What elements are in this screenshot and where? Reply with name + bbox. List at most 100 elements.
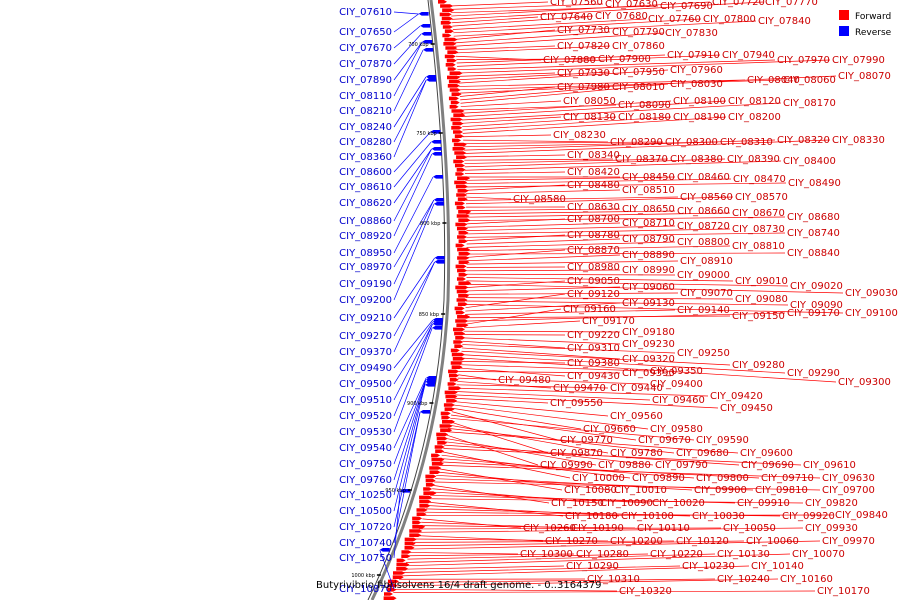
- forward-gene-arrow: [431, 462, 444, 466]
- reverse-leader-line: [393, 379, 427, 465]
- forward-gene-arrow: [451, 352, 465, 357]
- forward-gene-label: CIY_09250: [677, 348, 730, 359]
- forward-gene-label: CIY_09990: [540, 460, 593, 471]
- reverse-gene-arrow: [434, 256, 445, 260]
- forward-gene-arrow: [445, 63, 456, 67]
- reverse-gene-label: CIY_09210: [339, 313, 392, 324]
- reverse-leader-lines: [379, 11, 435, 590]
- forward-gene-label: CIY_09920: [782, 511, 835, 522]
- forward-gene-label: CIY_07790: [612, 27, 665, 38]
- reverse-leader-line: [393, 176, 434, 254]
- forward-gene-label: CIY_09470: [553, 383, 606, 394]
- forward-gene-label: CIY_10160: [780, 574, 833, 585]
- forward-gene-label: CIY_07760: [648, 14, 701, 25]
- forward-gene-label: CIY_08200: [728, 112, 781, 123]
- forward-leader-line: [456, 384, 609, 389]
- forward-leader-line: [454, 394, 719, 409]
- forward-gene-label: CIY_07990: [832, 55, 885, 66]
- forward-gene-arrow: [444, 54, 456, 59]
- reverse-leader-line: [393, 11, 419, 15]
- reverse-gene-label: CIY_08950: [339, 248, 392, 259]
- forward-gene-label: CIY_09170: [787, 308, 840, 319]
- reverse-leader-line: [393, 327, 433, 433]
- forward-leader-lines: [393, 1, 844, 593]
- forward-gene-label: CIY_10000: [572, 473, 625, 484]
- forward-gene-arrow: [444, 37, 458, 42]
- forward-gene-arrow: [447, 382, 457, 386]
- scale-tick-label: 800 kbp: [420, 221, 440, 227]
- forward-gene-arrow: [419, 495, 433, 500]
- scale-tick-label: 900 kbp: [407, 401, 427, 407]
- scale-tick-label: 700 kbp: [408, 42, 428, 48]
- forward-gene-label: CIY_09870: [550, 448, 603, 459]
- forward-gene-label: CIY_08290: [610, 137, 663, 148]
- forward-leader-line: [466, 245, 731, 252]
- forward-leader-line: [403, 565, 565, 570]
- forward-gene-arrow: [453, 340, 464, 344]
- reverse-gene-label: CIY_08210: [339, 106, 392, 117]
- reverse-gene-arrow: [425, 380, 436, 384]
- forward-gene-label: CIY_09030: [845, 288, 898, 299]
- forward-gene-arrow: [401, 550, 412, 554]
- forward-gene-label: CIY_09840: [835, 510, 888, 521]
- forward-gene-arrow: [436, 436, 448, 441]
- forward-gene-arrow: [453, 113, 466, 117]
- forward-gene-label: CIY_09390: [622, 368, 675, 379]
- forward-gene-label: CIY_08340: [567, 150, 620, 161]
- forward-gene-label: CIY_08330: [832, 135, 885, 146]
- reverse-gene-label: CIY_08620: [339, 198, 392, 209]
- scale-tick-label: 850 kbp: [419, 312, 439, 318]
- forward-gene-arrow: [396, 567, 409, 571]
- forward-gene-label: CIY_08390: [727, 154, 780, 165]
- forward-leader-line: [449, 1, 549, 7]
- reverse-leader-line: [379, 549, 395, 590]
- reverse-leader-line: [393, 199, 435, 285]
- forward-gene-arrow: [443, 403, 455, 407]
- forward-leader-line: [458, 69, 669, 84]
- forward-gene-arrow: [452, 357, 465, 361]
- forward-leader-line: [461, 100, 672, 114]
- forward-gene-label: CIY_09230: [622, 339, 675, 350]
- forward-leader-line: [465, 302, 621, 312]
- reverse-leader-line: [393, 76, 427, 128]
- forward-gene-label: CIY_08100: [673, 96, 726, 107]
- genome-backbone: [367, 0, 451, 600]
- forward-gene-label: CIY_09710: [761, 473, 814, 484]
- forward-gene-label: CIY_09610: [803, 460, 856, 471]
- forward-gene-label: CIY_10010: [614, 485, 667, 496]
- forward-gene-label: CIY_07970: [777, 55, 830, 66]
- genome-title: Butyrivibrio fibrisolvens 16/4 draft gen…: [316, 580, 602, 591]
- forward-leader-line: [461, 102, 782, 121]
- scale-ticks: 700 kbp 750 kbp 800 kbp 850 kbp 900 kbp 950 k…: [351, 42, 447, 579]
- forward-leader-line: [464, 154, 566, 158]
- forward-gene-label: CIY_08420: [567, 167, 620, 178]
- reverse-gene-label: CIY_08860: [339, 216, 392, 227]
- reverse-leader-line: [393, 33, 422, 65]
- forward-leader-line: [466, 249, 566, 258]
- reverse-gene-label: CIY_07890: [339, 75, 392, 86]
- forward-leader-line: [458, 72, 556, 77]
- forward-gene-arrow: [455, 310, 465, 315]
- forward-gene-arrow: [444, 390, 458, 395]
- reverse-leader-line: [393, 148, 432, 204]
- forward-leader-line: [397, 578, 716, 583]
- forward-leader-line: [458, 371, 621, 374]
- forward-gene-label: CIY_10060: [746, 536, 799, 547]
- reverse-gene-arrow: [432, 326, 443, 330]
- forward-leader-line: [462, 116, 562, 124]
- forward-leader-line: [459, 364, 649, 372]
- legend-forward-swatch: [839, 10, 849, 20]
- scale-tick-label: 1000 kbp: [351, 573, 375, 579]
- forward-gene-arrow: [457, 235, 468, 239]
- forward-leader-line: [466, 232, 786, 238]
- forward-gene-label: CIY_10290: [566, 561, 619, 572]
- forward-leader-line: [448, 428, 675, 454]
- reverse-gene-label: CIY_10750: [339, 553, 392, 564]
- forward-gene-arrow: [457, 197, 468, 201]
- forward-gene-arrow: [449, 378, 459, 382]
- forward-gene-label: CIY_09090: [790, 300, 843, 311]
- forward-leader-line: [460, 83, 669, 104]
- reverse-leader-line: [393, 199, 435, 268]
